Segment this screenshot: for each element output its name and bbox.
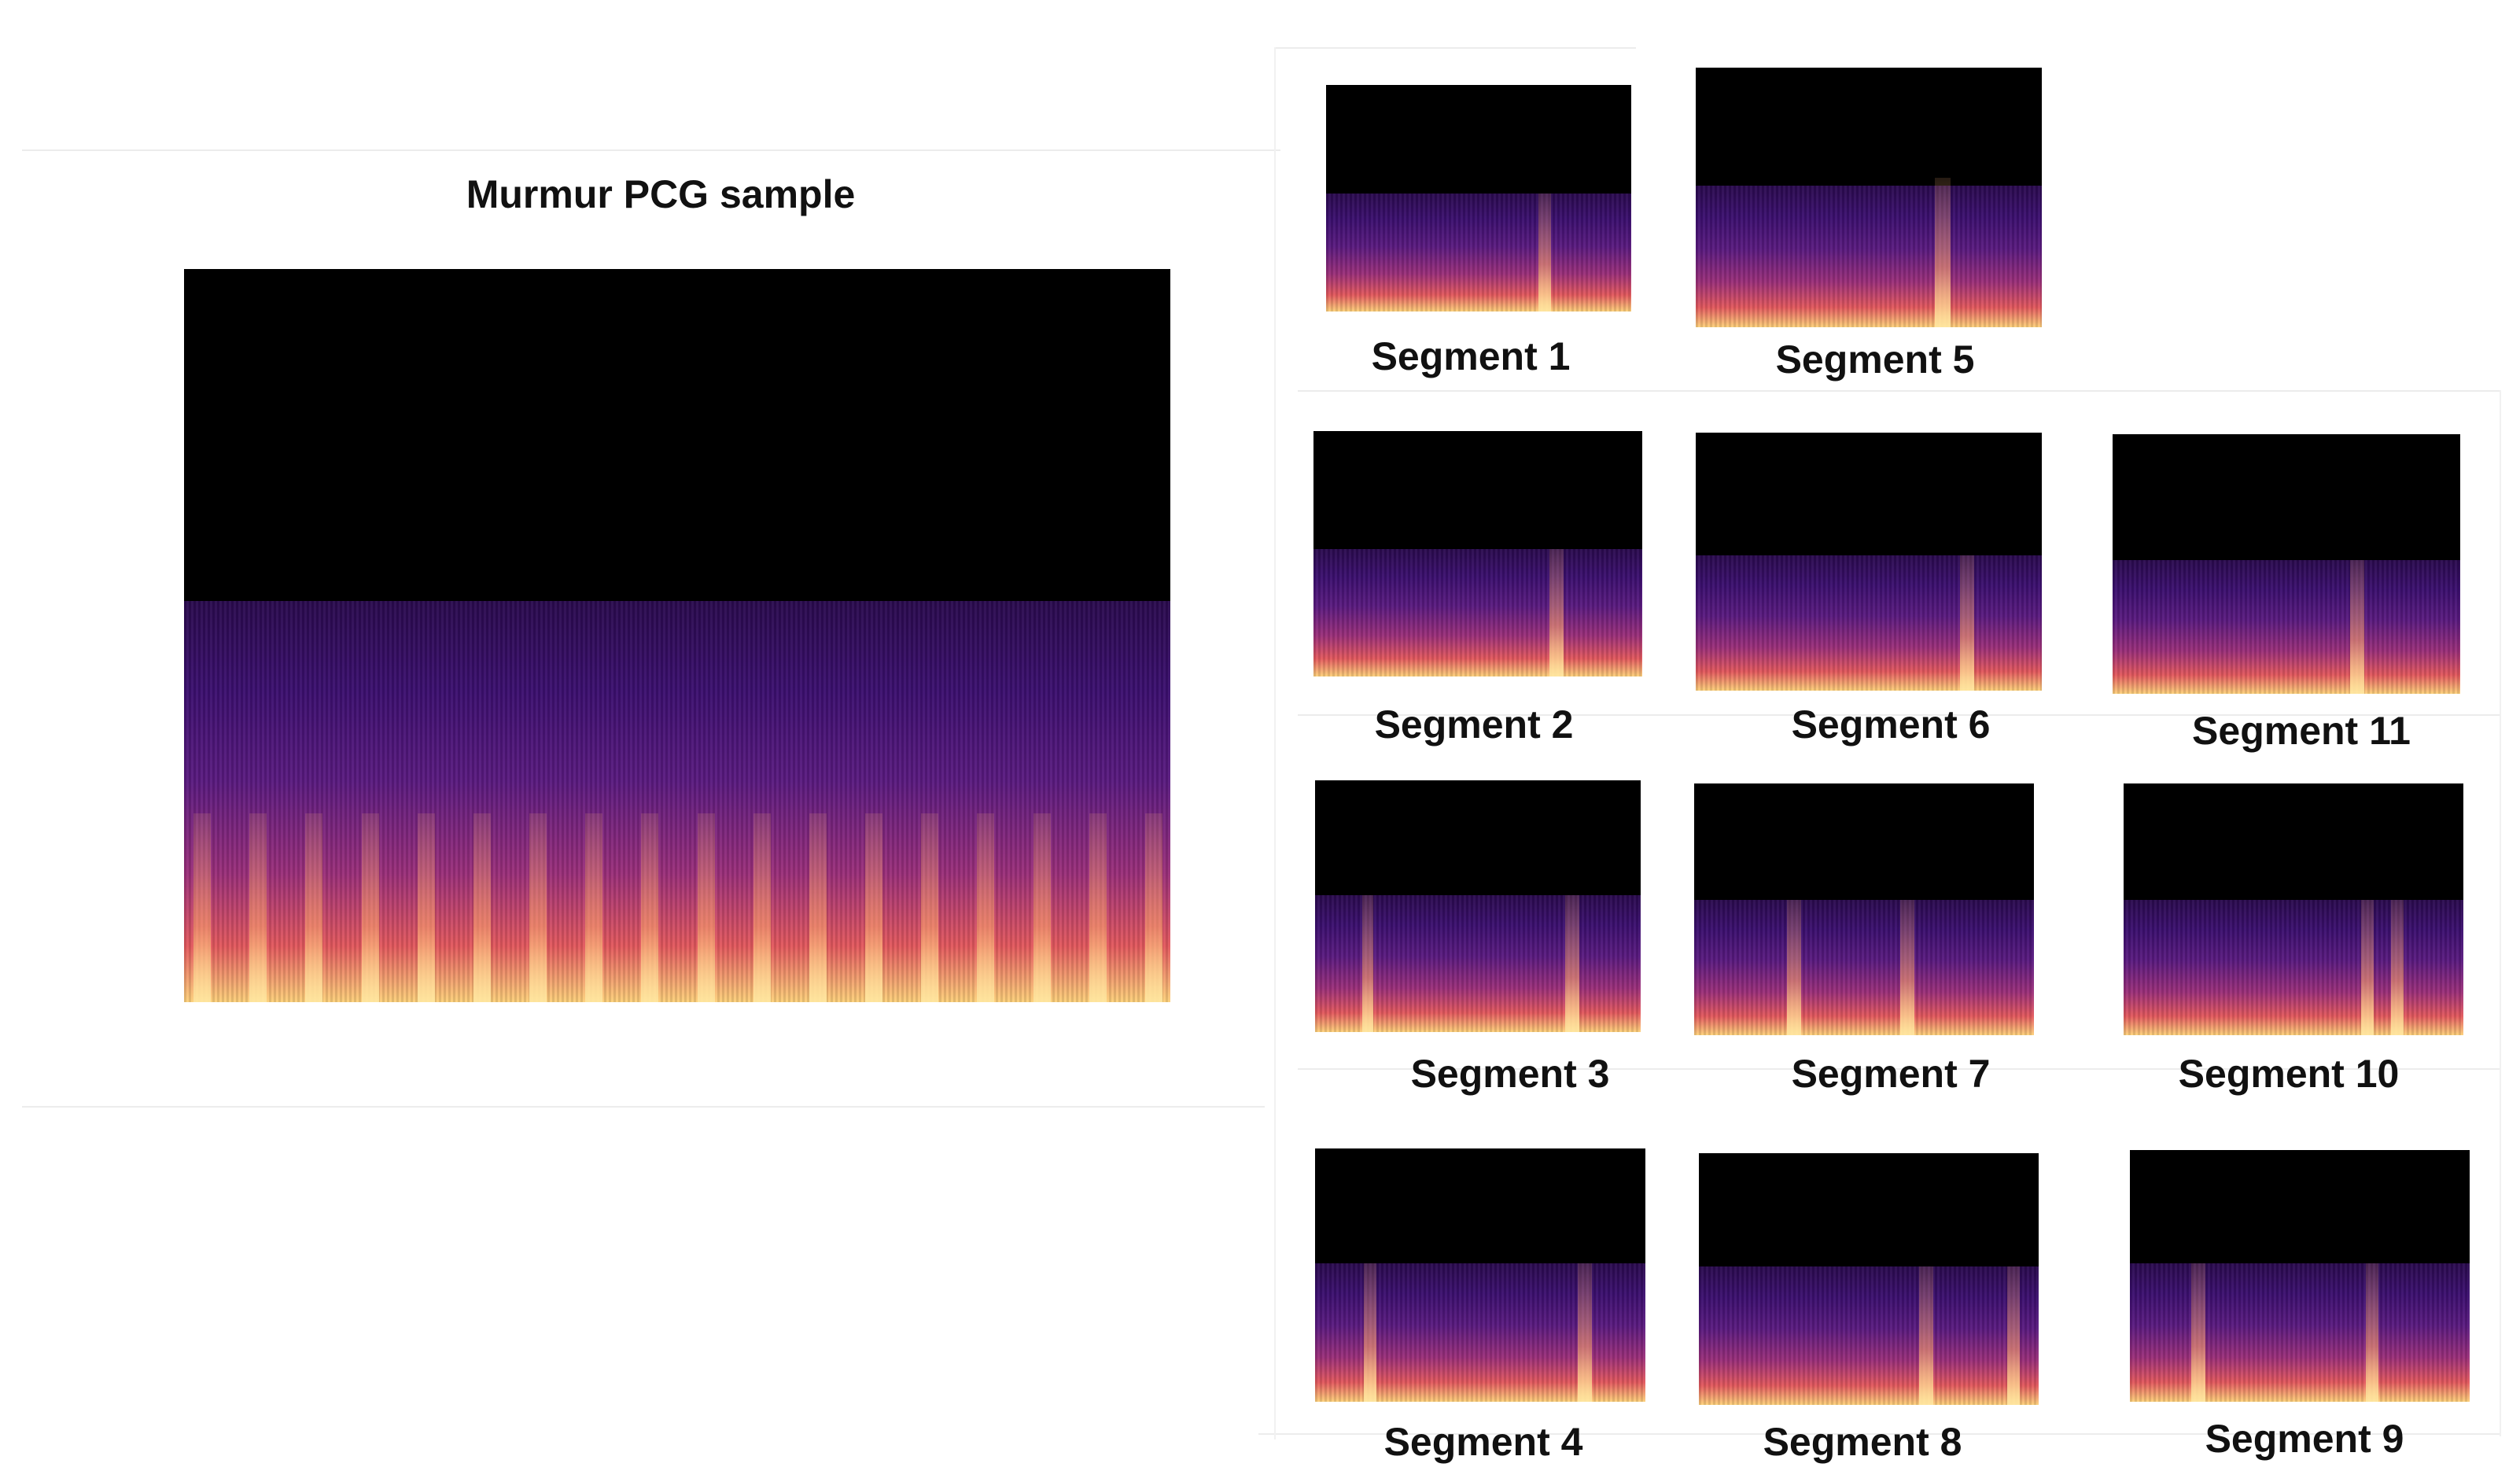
heart-sound-pulse (865, 813, 883, 1002)
heart-sound-pulse (249, 813, 267, 1002)
frame-line (2500, 390, 2501, 1436)
heart-sound-pulse (1145, 813, 1162, 1002)
main-spectrogram (184, 269, 1170, 1002)
segment-6-spectrogram (1696, 433, 2042, 691)
segment-5-label: Segment 5 (1775, 337, 1975, 382)
heart-sound-pulse (585, 813, 603, 1002)
segment-7-spectrogram (1694, 783, 2034, 1035)
segment-9-label: Segment 9 (2205, 1417, 2404, 1461)
heart-sound-pulse (921, 813, 939, 1002)
main-title: Murmur PCG sample (466, 172, 856, 216)
segment-9-spectrogram (2130, 1150, 2470, 1402)
frame-line (1298, 390, 2501, 392)
segment-11-label: Segment 11 (2192, 709, 2411, 753)
heart-sound-pulse (697, 813, 715, 1002)
frame-line (1258, 1433, 2501, 1435)
frame-line (22, 149, 1280, 151)
heart-sound-pulse (809, 813, 827, 1002)
segment-3-label: Segment 3 (1410, 1052, 1610, 1096)
segment-1-spectrogram (1326, 85, 1631, 312)
segment-4-spectrogram (1315, 1148, 1645, 1402)
frame-line (1298, 1068, 2501, 1070)
heart-sound-pulse (1089, 813, 1107, 1002)
segment-4-label: Segment 4 (1383, 1420, 1583, 1464)
heart-sound-pulse (529, 813, 547, 1002)
heart-sound-pulse (473, 813, 491, 1002)
heart-sound-pulse (193, 813, 211, 1002)
segment-6-label: Segment 6 (1791, 702, 1991, 747)
segment-3-spectrogram (1315, 780, 1641, 1032)
frame-line (22, 1106, 1265, 1108)
frame-line (1298, 714, 2501, 716)
segment-7-label: Segment 7 (1791, 1052, 1991, 1096)
segment-5-spectrogram (1696, 68, 2042, 327)
heart-sound-pulse (417, 813, 435, 1002)
heart-sound-pulse (1033, 813, 1051, 1002)
segment-10-label: Segment 10 (2178, 1052, 2400, 1096)
heart-sound-pulse (977, 813, 995, 1002)
segment-8-spectrogram (1699, 1153, 2039, 1405)
segment-10-spectrogram (2124, 783, 2463, 1035)
segment-11-spectrogram (2113, 434, 2460, 694)
segment-8-label: Segment 8 (1763, 1420, 1962, 1464)
heart-sound-pulse (753, 813, 771, 1002)
heart-sound-pulse (361, 813, 379, 1002)
segment-2-label: Segment 2 (1374, 702, 1574, 747)
frame-line (1274, 47, 1276, 1440)
heart-sound-pulse (641, 813, 659, 1002)
heart-sound-pulse (305, 813, 323, 1002)
segment-2-spectrogram (1313, 431, 1642, 676)
segment-1-label: Segment 1 (1371, 334, 1571, 378)
frame-line (1274, 47, 1636, 49)
